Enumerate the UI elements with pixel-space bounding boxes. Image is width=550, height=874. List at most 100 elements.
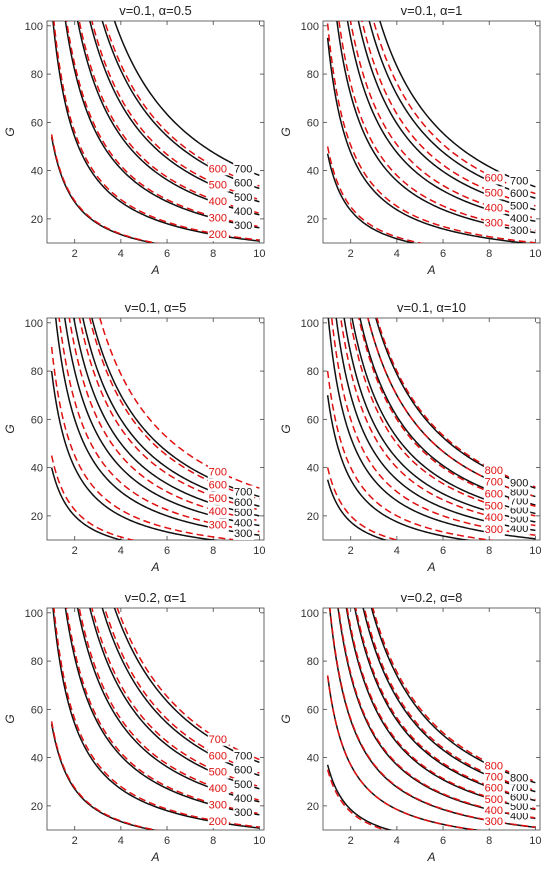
x-tick-label-8: 8 — [210, 835, 216, 847]
y-tick-label-20: 20 — [31, 801, 43, 813]
y-tick-label-60: 60 — [31, 414, 43, 426]
y-tick-label-100: 100 — [25, 318, 43, 330]
x-tick-label-6: 6 — [440, 835, 446, 847]
black-contour-label-bg-400 — [233, 791, 255, 805]
solid-contour-700 — [91, 318, 260, 498]
y-tick-label-40: 40 — [31, 166, 43, 178]
y-axis-label: G — [279, 424, 293, 433]
solid-contour-500 — [73, 318, 260, 517]
panel-title: v=0.1, α=10 — [397, 300, 466, 315]
solid-contour-700 — [113, 608, 260, 764]
y-tick-label-20: 20 — [31, 214, 43, 226]
chart-panel-2: v=0.1, α=12 4 6 8 1020406080100AG30040050060… — [279, 3, 542, 277]
y-tick-label-80: 80 — [307, 366, 319, 378]
y-tick-label-80: 80 — [31, 69, 43, 81]
y-tick-label-100: 100 — [25, 21, 43, 33]
black-contour-label-bg-300 — [233, 805, 255, 819]
x-tick-label-4: 4 — [118, 545, 124, 557]
red-contour-label-bg-400 — [207, 505, 229, 519]
y-tick-label-60: 60 — [31, 117, 43, 129]
red-contour-label-400: 400 — [485, 805, 503, 817]
red-contour-label-bg-600 — [483, 171, 505, 185]
y-tick-label-100: 100 — [301, 608, 319, 620]
x-tick-label-10: 10 — [529, 248, 541, 260]
y-tick-label-40: 40 — [307, 463, 319, 475]
black-contour-label-bg-600 — [233, 176, 255, 190]
y-tick-label-20: 20 — [307, 511, 319, 523]
y-axis-label: G — [3, 714, 17, 723]
red-contour-label-bg-600 — [207, 478, 229, 492]
x-tick-label-4: 4 — [394, 248, 400, 260]
y-tick-label-100: 100 — [25, 608, 43, 620]
x-tick-label-10: 10 — [253, 545, 265, 557]
dashed-contour-100 — [326, 467, 400, 540]
red-contour-label-bg-300 — [207, 518, 229, 532]
black-contour-label-400: 400 — [510, 213, 528, 225]
black-contour-label-bg-500 — [233, 190, 255, 204]
y-tick-label-60: 60 — [307, 414, 319, 426]
y-tick-label-60: 60 — [31, 704, 43, 716]
solid-contour-100 — [326, 764, 393, 830]
solid-contour-700 — [359, 318, 536, 506]
x-tick-label-2: 2 — [72, 248, 78, 260]
y-tick-label-80: 80 — [307, 656, 319, 668]
black-contour-label-600: 600 — [234, 178, 252, 190]
x-tick-label-6: 6 — [164, 248, 170, 260]
black-contour-label-400: 400 — [234, 793, 252, 805]
red-contour-label-bg-700 — [207, 732, 229, 746]
red-contour-label-600: 600 — [485, 172, 503, 184]
black-contour-label-500: 500 — [510, 801, 528, 813]
red-contour-label-500: 500 — [209, 180, 227, 192]
red-contour-label-300: 300 — [485, 816, 503, 828]
x-tick-label-8: 8 — [486, 248, 492, 260]
x-tick-label-10: 10 — [253, 248, 265, 260]
y-tick-label-20: 20 — [31, 511, 43, 523]
dashed-contour-500 — [349, 318, 536, 517]
black-contour-label-500: 500 — [234, 192, 252, 204]
black-contour-label-bg-600 — [233, 495, 255, 509]
red-contour-label-700: 700 — [485, 771, 503, 783]
solid-contour-100 — [326, 479, 389, 540]
red-contour-label-bg-800 — [483, 759, 505, 773]
solid-contour-600 — [368, 21, 536, 199]
black-contour-label-bg-400 — [233, 204, 255, 218]
x-tick-label-10: 10 — [253, 835, 265, 847]
black-contour-label-700: 700 — [234, 164, 252, 176]
plot-frame — [46, 317, 265, 541]
red-contour-label-800: 800 — [485, 760, 503, 772]
chart-panel-3: v=0.1, α=52 4 6 8 1020406080100AG30040050060… — [3, 300, 266, 574]
black-contour-label-700: 700 — [234, 486, 252, 498]
chart-panel-4: v=0.1, α=102 4 6 8 1020406080100AG4005006007… — [279, 300, 542, 574]
y-tick-label-40: 40 — [307, 753, 319, 765]
black-contour-label-700: 700 — [234, 751, 252, 763]
x-tick-label-2: 2 — [72, 835, 78, 847]
contour-curves — [326, 21, 536, 243]
x-tick-label-8: 8 — [486, 835, 492, 847]
black-contour-label-400: 400 — [234, 206, 252, 218]
x-tick-label-6: 6 — [440, 248, 446, 260]
red-contour-label-bg-800 — [483, 463, 505, 477]
black-contour-label-300: 300 — [510, 225, 528, 237]
x-tick-label-6: 6 — [164, 545, 170, 557]
black-contour-label-bg-700 — [509, 174, 531, 188]
y-tick-label-100: 100 — [301, 318, 319, 330]
dashed-contour-800 — [376, 318, 536, 488]
x-axis-label: A — [426, 263, 435, 277]
dashed-contour-600 — [88, 318, 260, 500]
red-contour-label-500: 500 — [485, 500, 503, 512]
plot-frame — [46, 20, 265, 244]
y-tick-label-80: 80 — [307, 69, 319, 81]
x-tick-label-6: 6 — [164, 835, 170, 847]
red-contour-label-bg-400 — [483, 511, 505, 525]
red-contour-label-bg-300 — [207, 798, 229, 812]
x-tick-label-2: 2 — [348, 248, 354, 260]
dashed-contour-200 — [326, 675, 481, 830]
x-axis-label: A — [150, 850, 159, 864]
chart-panel-5: v=0.2, α=1 2 4 6 8 10 20 40 60 80 100 A G 300 400 500 60… — [3, 590, 266, 864]
y-axis-label: G — [279, 714, 293, 723]
black-contour-label-300: 300 — [234, 528, 252, 540]
red-contour-label-bg-500 — [483, 499, 505, 513]
y-axis-label: G — [279, 127, 293, 136]
y-tick-label-60: 60 — [307, 704, 319, 716]
red-contour-label-bg-500 — [483, 186, 505, 200]
